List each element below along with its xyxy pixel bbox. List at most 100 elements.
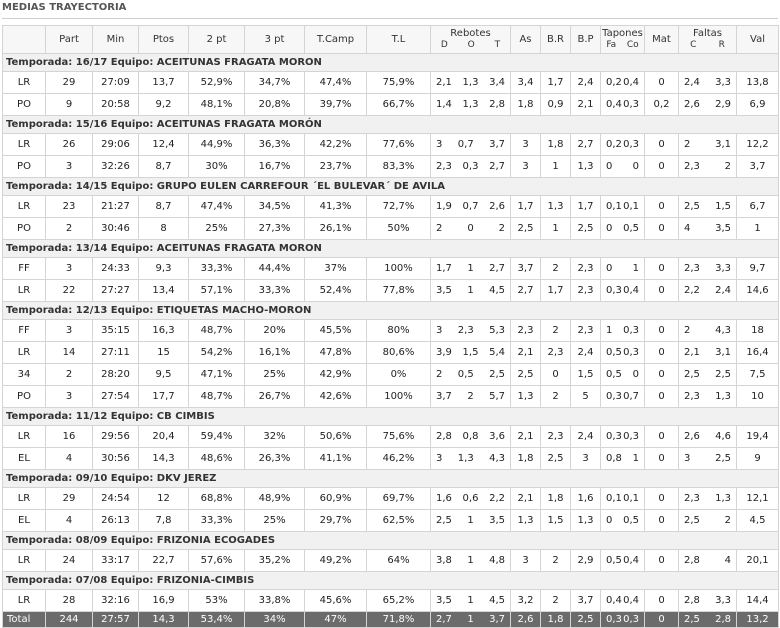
cell-tap-co: 0,3 <box>623 325 639 336</box>
cell-rebotes: 1,9 0,7 2,6 <box>430 195 511 218</box>
cell-reb-d: 1,7 <box>436 263 452 274</box>
cell-rebotes: 2,5 1 3,5 <box>430 509 511 532</box>
season-header-row: Temporada: 13/14 Equipo: ACEITUNAS FRAGA… <box>2 239 779 258</box>
cell-rebotes: 3,8 1 4,8 <box>430 549 511 572</box>
cell-part: 4 <box>45 447 93 470</box>
season-header-row: Temporada: 11/12 Equipo: CB CIMBIS <box>2 407 779 426</box>
cell-bp: 2,5 <box>570 611 601 628</box>
total-row: Total 244 27:57 14,3 53,4% 34% 47% 71,8% 2,7 1 3,7… <box>2 611 779 628</box>
cell-tl: 75,9% <box>366 71 431 94</box>
cell-rebotes: 2 0,5 2,5 <box>430 363 511 386</box>
cell-br: 1,3 <box>540 195 571 218</box>
cell-part: 26 <box>45 133 93 156</box>
cell-as: 1,7 <box>510 195 541 218</box>
cell-val: 6,7 <box>736 195 779 218</box>
season-title: Temporada: 07/08 Equipo: FRIZONIA-CIMBIS <box>2 571 779 590</box>
header-ptos: Ptos <box>138 25 189 54</box>
cell-tcamp: 45,5% <box>304 319 367 342</box>
cell-reb-t: 5,7 <box>489 391 505 402</box>
cell-3pt: 25% <box>244 509 305 532</box>
cell-rebotes: 2,8 0,8 3,6 <box>430 425 511 448</box>
cell-reb-t: 4,5 <box>489 595 505 606</box>
cell-bp: 3 <box>570 447 601 470</box>
cell-br: 1,7 <box>540 279 571 302</box>
cell-fal-r: 2,5 <box>715 369 731 380</box>
season-title: Temporada: 12/13 Equipo: ETIQUETAS MACHO… <box>2 301 779 320</box>
cell-part: 2 <box>45 217 93 240</box>
cell-min: 29:06 <box>92 133 139 156</box>
cell-2pt: 48,7% <box>188 385 245 408</box>
cell-reb-t: 3,6 <box>489 431 505 442</box>
cell-3pt: 26,7% <box>244 385 305 408</box>
cell-tap-co: 0,1 <box>623 493 639 504</box>
cell-min: 27:11 <box>92 341 139 364</box>
cell-reb-d: 2,7 <box>436 614 452 625</box>
cell-ptos: 22,7 <box>138 549 189 572</box>
cell-reb-t: 4,8 <box>489 555 505 566</box>
cell-reb-d: 3,7 <box>436 391 452 402</box>
cell-br: 2 <box>540 549 571 572</box>
header-mat: Mat <box>644 25 679 54</box>
cell-ptos: 14,3 <box>138 611 189 628</box>
cell-br: 1,7 <box>540 71 571 94</box>
cell-val: 12,1 <box>736 487 779 510</box>
cell-reb-o: 0,6 <box>462 493 479 504</box>
cell-bp: 1,7 <box>570 195 601 218</box>
cell-tap-co: 0,4 <box>623 595 639 606</box>
cell-reb-o: 0,5 <box>457 369 474 380</box>
header-val: Val <box>736 25 779 54</box>
season-header-row: Temporada: 08/09 Equipo: FRIZONIA ECOGAD… <box>2 531 779 550</box>
cell-val: 7,5 <box>736 363 779 386</box>
cell-part: 9 <box>45 93 93 116</box>
season-header-row: Temporada: 09/10 Equipo: DKV JEREZ <box>2 469 779 488</box>
cell-reb-d: 3 <box>436 139 443 150</box>
cell-ptos: 17,7 <box>138 385 189 408</box>
cell-tapones: 0 0,5 <box>600 217 645 240</box>
cell-tap-fa: 0 <box>606 515 613 526</box>
cell-min: 26:13 <box>92 509 139 532</box>
header-competition <box>2 25 46 54</box>
cell-reb-t: 3,7 <box>489 139 505 150</box>
cell-reb-d: 2,5 <box>436 515 452 526</box>
cell-bp: 2,5 <box>570 217 601 240</box>
cell-tap-fa: 0,5 <box>606 347 622 358</box>
cell-reb-t: 4,5 <box>489 285 505 296</box>
cell-tap-fa: 0 <box>606 263 613 274</box>
cell-reb-o: 0,7 <box>457 139 474 150</box>
table-row: LR 24 33:17 22,7 57,6% 35,2% 49,2% 64% 3,8 1 4,8 3 2… <box>2 549 779 572</box>
cell-br: 0 <box>540 363 571 386</box>
cell-part: 244 <box>45 611 93 628</box>
cell-bp: 2,3 <box>570 319 601 342</box>
cell-fal-c: 2,8 <box>684 555 700 566</box>
table-row: PO 9 20:58 9,2 48,1% 20,8% 39,7% 66,7% 1,4 1,3 2,8… <box>2 93 779 116</box>
cell-reb-d: 3,5 <box>436 285 452 296</box>
cell-tl: 100% <box>366 257 431 280</box>
header-min: Min <box>92 25 139 54</box>
cell-bp: 2,4 <box>570 341 601 364</box>
cell-ptos: 14,3 <box>138 447 189 470</box>
cell-fal-r: 1,3 <box>715 391 731 402</box>
cell-min: 27:09 <box>92 71 139 94</box>
season-title: Temporada: 08/09 Equipo: FRIZONIA ECOGAD… <box>2 531 779 550</box>
cell-rebotes: 3,9 1,5 5,4 <box>430 341 511 364</box>
cell-tapones: 0,3 0,7 <box>600 385 645 408</box>
cell-reb-d: 1,6 <box>436 493 452 504</box>
cell-2pt: 47,1% <box>188 363 245 386</box>
cell-tapones: 0,5 0,4 <box>600 549 645 572</box>
cell-br: 2,5 <box>540 447 571 470</box>
cell-3pt: 26,3% <box>244 447 305 470</box>
cell-reb-t: 3,5 <box>489 515 505 526</box>
cell-mat: 0 <box>644 133 679 156</box>
cell-2pt: 57,1% <box>188 279 245 302</box>
cell-br: 1,8 <box>540 487 571 510</box>
header-part: Part <box>45 25 93 54</box>
cell-mat: 0 <box>644 257 679 280</box>
cell-3pt: 34,7% <box>244 71 305 94</box>
header-faltas-label: Faltas <box>693 28 722 39</box>
season-header-row: Temporada: 12/13 Equipo: ETIQUETAS MACHO… <box>2 301 779 320</box>
cell-tap-fa: 0,3 <box>606 431 622 442</box>
cell-tapones: 0,4 0,3 <box>600 93 645 116</box>
cell-fal-c: 2,5 <box>684 515 700 526</box>
cell-tapones: 0,5 0,3 <box>600 341 645 364</box>
career-averages-table: Part Min Ptos 2 pt 3 pt T.Camp T.L Rebot… <box>2 25 779 628</box>
